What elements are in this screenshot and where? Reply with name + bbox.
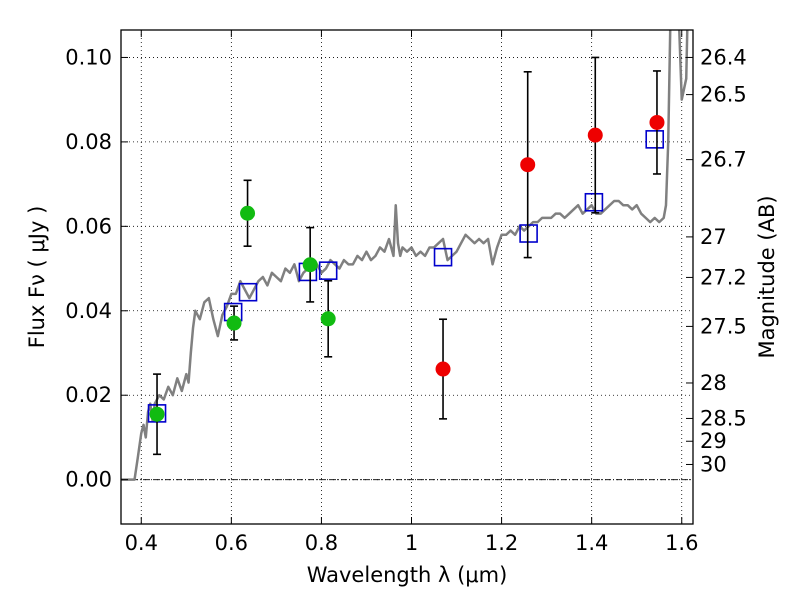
model-band-square <box>318 261 338 280</box>
ticks: 0.4 0.6 0.8 1 1.2 1.4 1.6 0.00 0.02 0.04 0.06 0.08 0… <box>65 30 747 555</box>
red-data-point <box>587 127 603 143</box>
green-data-point <box>226 315 242 331</box>
x-tick-label: 1.4 <box>575 531 608 555</box>
right-tick-label: 30 <box>700 452 727 476</box>
red-data-point <box>435 361 451 377</box>
y-tick-label: 0.06 <box>65 214 112 238</box>
x-tick-label: 1 <box>405 531 418 555</box>
right-axis-label: Magnitude (AB) <box>755 195 779 358</box>
y-tick-label: 0.00 <box>65 468 112 492</box>
y-tick-label: 0.08 <box>65 130 112 154</box>
x-tick-label: 1.6 <box>665 531 698 555</box>
y-tick-label: 0.10 <box>65 45 112 69</box>
model-band-square <box>584 192 604 212</box>
green-data-point <box>240 205 256 221</box>
right-tick-label: 26.5 <box>700 83 747 107</box>
right-tick-label: 27.5 <box>700 314 747 338</box>
x-tick-label: 0.4 <box>125 531 158 555</box>
right-tick-label: 29 <box>700 429 727 453</box>
right-tick-label: 27 <box>700 225 727 249</box>
y-tick-label: 0.02 <box>65 383 112 407</box>
model-band-square <box>238 282 258 302</box>
model-band-square <box>433 247 453 267</box>
green-data-point <box>320 311 336 327</box>
plot-content <box>121 30 689 481</box>
model-spectrum-line <box>121 30 689 481</box>
x-tick-label: 1.2 <box>485 531 518 555</box>
model-band-square <box>519 224 538 243</box>
y-tick-label: 0.04 <box>65 299 112 323</box>
right-tick-label: 27.2 <box>700 265 747 289</box>
right-tick-label: 26.7 <box>700 148 747 172</box>
right-tick-label: 28 <box>700 371 727 395</box>
x-tick-label: 0.8 <box>305 531 338 555</box>
plot-area <box>121 30 693 524</box>
red-data-point <box>520 157 536 173</box>
x-axis-label: Wavelength λ (μm) <box>307 563 508 587</box>
x-tick-label: 0.6 <box>215 531 248 555</box>
red-data-point <box>649 114 665 130</box>
model-band-square <box>645 130 665 149</box>
y-axis-label: Flux Fν ( μJy ) <box>25 206 49 349</box>
green-data-point <box>302 257 318 273</box>
right-tick-label: 28.5 <box>700 406 747 430</box>
green-data-point <box>149 406 165 422</box>
right-tick-label: 26.4 <box>700 45 747 69</box>
